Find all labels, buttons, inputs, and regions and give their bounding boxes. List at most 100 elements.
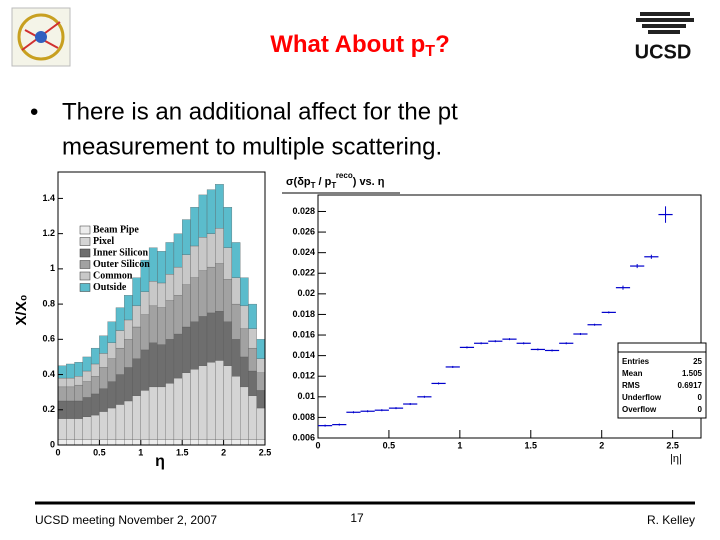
x-tick-label: 2.5 <box>666 440 679 450</box>
y-tick-label: 0 <box>50 439 55 449</box>
segment <box>182 372 191 440</box>
segment <box>90 347 100 365</box>
stats-value: 0.6917 <box>678 381 703 390</box>
segment <box>231 376 241 440</box>
segment <box>173 439 183 446</box>
legend-label: Beam Pipe <box>93 224 139 235</box>
segment <box>198 439 208 446</box>
segment <box>223 207 233 248</box>
title-box <box>282 168 400 193</box>
segment <box>99 439 108 446</box>
segment <box>256 439 266 446</box>
segment <box>165 242 175 275</box>
segment <box>157 307 166 345</box>
y-tick-label: 0.4 <box>42 369 55 379</box>
y-tick-label: 0.016 <box>292 329 315 339</box>
segment <box>132 358 141 396</box>
segment <box>206 266 216 314</box>
stats-label: Entries <box>622 357 650 366</box>
segment <box>240 328 249 358</box>
y-tick-label: 1.4 <box>42 193 55 203</box>
legend-label: Outer Silicon <box>93 259 150 270</box>
segment <box>124 439 133 446</box>
segment <box>223 365 233 440</box>
legend-swatch <box>79 237 91 246</box>
ucsd-logo-text: UCSD <box>635 41 692 63</box>
segment <box>256 407 266 440</box>
legend-label: Common <box>93 270 133 281</box>
segment <box>107 342 117 359</box>
stats-label: Underflow <box>622 393 662 402</box>
stats-value: 0 <box>698 405 703 414</box>
title-part: T <box>331 181 336 190</box>
segment <box>198 237 208 271</box>
segment <box>99 411 108 440</box>
segment <box>248 303 257 329</box>
title-text: What About p <box>270 31 425 58</box>
segment <box>90 439 100 446</box>
segment <box>57 365 67 379</box>
title-part: ) vs. η <box>353 176 385 188</box>
segment <box>165 383 175 440</box>
segment <box>215 184 224 229</box>
segment <box>82 416 92 440</box>
title-tail: ? <box>435 31 450 58</box>
stats-label: Overflow <box>622 405 657 414</box>
segment <box>190 277 199 322</box>
legend-label: Outside <box>93 282 127 293</box>
segment <box>240 386 249 440</box>
segment <box>190 207 199 247</box>
segment <box>124 400 133 440</box>
segment <box>223 321 233 366</box>
segment <box>66 386 75 402</box>
segment <box>115 307 125 331</box>
segment <box>248 439 257 446</box>
segment <box>157 439 166 446</box>
segment <box>182 284 191 328</box>
segment <box>182 219 191 255</box>
segment <box>206 362 216 440</box>
segment <box>124 367 133 402</box>
segment <box>90 393 100 416</box>
segment <box>107 407 117 440</box>
segment <box>66 377 75 388</box>
segment <box>115 330 125 349</box>
segment <box>99 335 108 354</box>
segment <box>66 439 75 446</box>
material-chart: 0 0.2 0.4 0.6 0.8 1 1.2 1.4 0 0.5 1 1.5 2 2.5 η X/X₀ Bea… <box>0 165 277 470</box>
segment <box>223 279 233 322</box>
segment <box>99 388 108 412</box>
x-tick-label: 0.5 <box>383 440 396 450</box>
segment <box>223 439 233 446</box>
segment <box>124 339 133 368</box>
segment <box>223 247 233 280</box>
chart-title: σ(δpT / pTreco) vs. η <box>286 171 385 190</box>
title-part: σ(δp <box>286 176 311 188</box>
segment <box>206 439 216 446</box>
segment <box>240 356 249 388</box>
segment <box>115 404 125 440</box>
segment <box>132 326 141 359</box>
footer-right: R. Kelley <box>647 513 695 527</box>
segment <box>157 251 166 284</box>
segment <box>248 328 257 349</box>
y-tick-label: 0.014 <box>292 350 315 360</box>
x-tick-label: 2 <box>599 440 604 450</box>
segment <box>248 395 257 440</box>
segment <box>90 363 100 377</box>
segment <box>124 319 133 340</box>
segment <box>74 439 83 446</box>
ucsd-logo: UCSD <box>635 12 694 63</box>
y-axis-label: X/X₀ <box>13 295 30 326</box>
segment <box>140 349 150 391</box>
y-tick-label: 0.006 <box>292 432 315 442</box>
segment <box>190 321 199 370</box>
segment <box>256 339 266 359</box>
segment <box>165 339 175 384</box>
segment <box>165 274 175 301</box>
segment <box>115 347 125 375</box>
y-tick-label: 0.028 <box>292 206 315 216</box>
segment <box>198 194 208 238</box>
segment <box>132 439 141 446</box>
